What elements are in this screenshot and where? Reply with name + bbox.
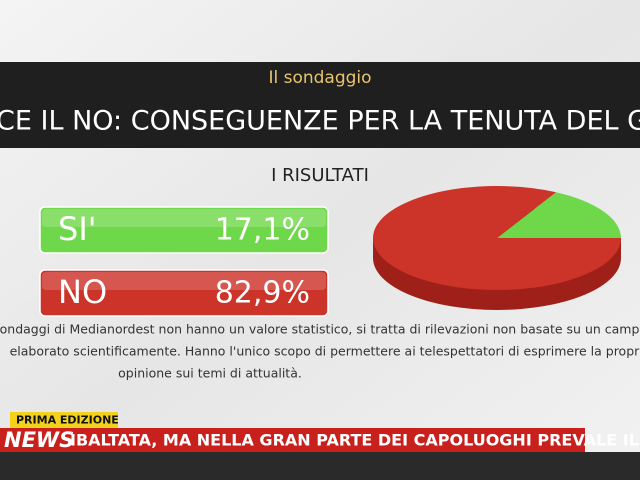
disclaimer: sondaggi di Medianordest non hanno un va…	[0, 322, 640, 381]
result-bar-shine	[42, 209, 326, 227]
result-bar	[39, 269, 329, 317]
ticker-bottom	[0, 452, 640, 480]
edition-box	[10, 412, 118, 428]
result-bar	[39, 206, 329, 254]
result-bar-shine	[42, 272, 326, 290]
disclaimer-line: sondaggi di Medianordest non hanno un va…	[0, 322, 640, 337]
results-title: I RISULTATI	[271, 165, 369, 186]
result-label: NO	[58, 273, 107, 311]
edition: PRIMA EDIZIONE	[16, 414, 119, 427]
header-band	[0, 62, 640, 148]
result-value: 82,9%	[215, 276, 310, 311]
disclaimer-line: opinione sui temi di attualità.	[118, 366, 302, 381]
ticker-bar	[0, 428, 585, 452]
kicker: Il sondaggio	[268, 68, 371, 88]
disclaimer-line: elaborato scientificamente. Hanno l'unic…	[10, 344, 640, 359]
title: CE IL NO: CONSEGUENZE PER LA TENUTA DEL …	[0, 106, 640, 137]
pie-slice	[372, 186, 621, 290]
pie-slice	[497, 192, 621, 238]
result-label: SI'	[58, 210, 97, 248]
brand: NEWS	[4, 428, 74, 452]
result-value: 17,1%	[215, 213, 310, 248]
headline: IBALTATA, MA NELLA GRAN PARTE DEI CAPOLU…	[70, 431, 639, 450]
